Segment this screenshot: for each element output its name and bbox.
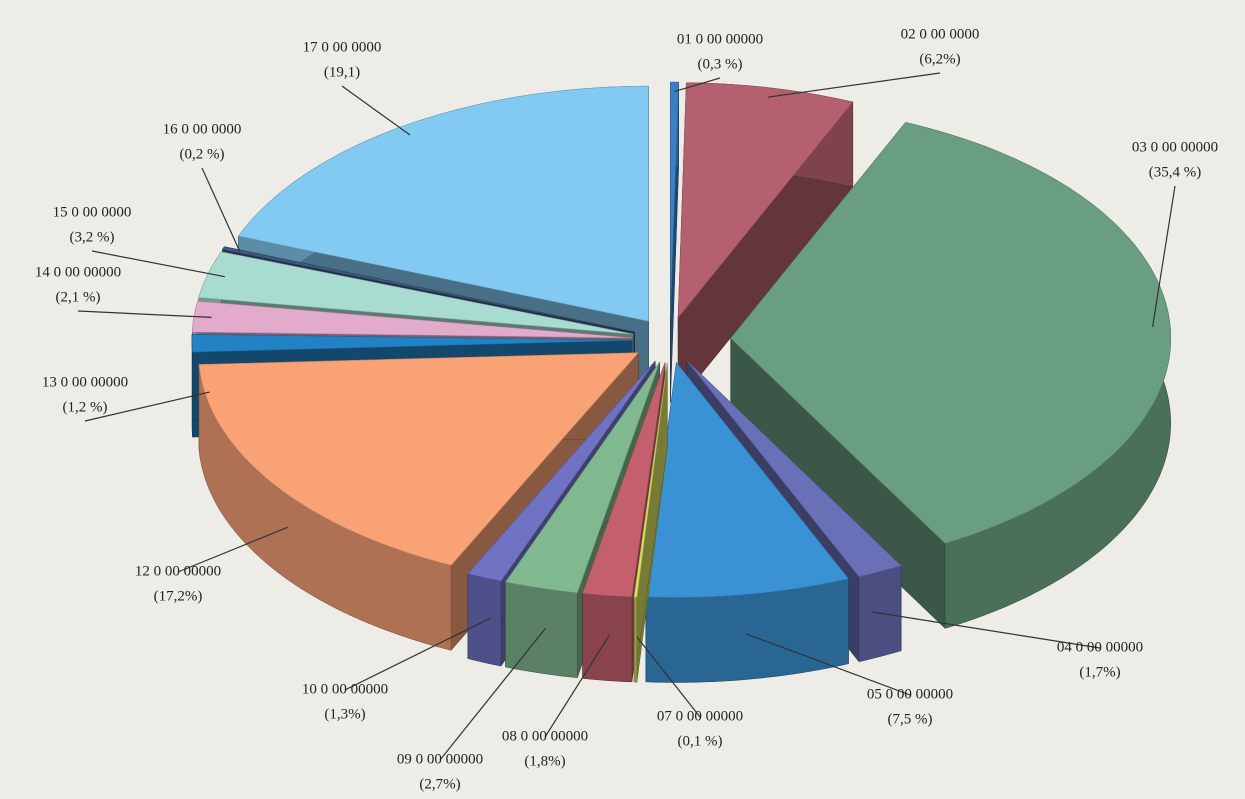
value-label: (1,8%) [524,753,565,769]
slice-group [677,82,854,404]
category-label: 13 0 00 00000 [42,374,128,390]
leader-line [439,627,547,761]
value-label: (7,5 %) [888,711,933,727]
slice [677,82,854,319]
value-label: (0,2 %) [180,146,225,162]
slice [504,361,660,594]
leader-line [77,310,212,318]
value-label: (1,7%) [1079,664,1120,680]
slice-side [467,573,502,667]
leader-line [91,250,225,278]
leader-line [544,634,610,738]
slice-group [670,81,680,403]
leader-line [872,611,1101,649]
value-label: (2,7%) [419,776,460,792]
category-label: 01 0 00 00000 [677,31,763,47]
leader-line [636,636,701,718]
slice [198,251,634,335]
leader-line [84,391,210,422]
leader-line [1152,185,1176,327]
slice [198,352,640,566]
slice [686,360,902,578]
category-label: 05 0 00 00000 [867,686,953,702]
value-label: (3,2 %) [70,229,115,245]
slice-group [645,361,850,683]
slice-side [505,581,578,679]
category-label: 15 0 00 0000 [53,204,132,220]
category-label: 02 0 00 0000 [901,26,980,42]
category-label: 09 0 00 00000 [397,751,483,767]
leader-line [341,85,411,136]
slice [221,246,635,333]
value-label: (1,3%) [324,706,365,722]
value-label: (2,1 %) [56,289,101,305]
slice [670,81,680,318]
value-label: (17,2%) [154,588,203,604]
slice [730,122,1171,544]
category-label: 14 0 00 00000 [35,264,121,280]
category-label: 17 0 00 0000 [303,39,382,55]
value-label: (1,2 %) [63,399,108,415]
slice [191,334,633,353]
slice-group [730,121,1171,629]
slice [582,362,666,598]
leader-line [767,72,941,98]
leader-line [201,167,241,252]
slice [633,362,668,598]
value-label: (35,4 %) [1149,164,1202,180]
leader-line [177,526,288,573]
value-label: (0,3 %) [698,56,743,72]
leader-line [674,77,721,93]
leader-line [344,617,492,691]
value-label: (0,1 %) [678,733,723,749]
value-label: (6,2%) [919,51,960,67]
value-label: (19,1) [324,64,360,80]
slice-side [633,596,638,683]
category-label: 04 0 00 00000 [1057,639,1143,655]
category-label: 16 0 00 0000 [163,121,242,137]
category-label: 10 0 00 00000 [302,681,388,697]
category-label: 07 0 00 00000 [657,708,743,724]
slice [645,361,850,598]
leader-line [746,633,911,696]
slice [467,360,656,582]
slice-group [633,362,668,683]
category-label: 12 0 00 00000 [135,563,221,579]
category-label: 08 0 00 00000 [502,728,588,744]
category-label: 03 0 00 00000 [1132,139,1218,155]
